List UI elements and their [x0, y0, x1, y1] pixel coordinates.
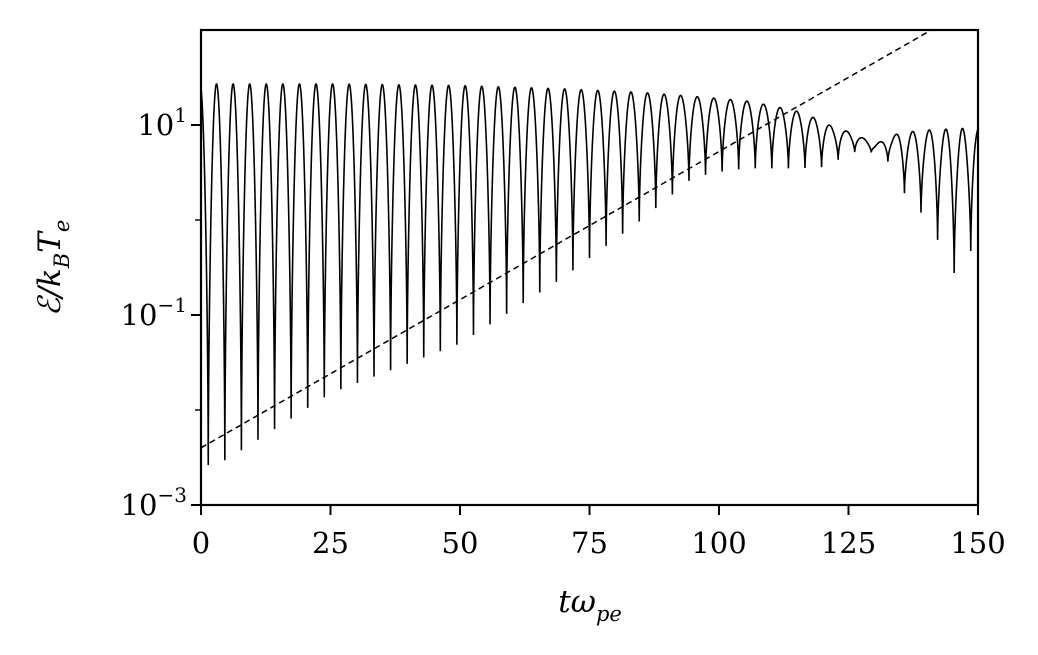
x-tick-label: 25	[312, 526, 349, 560]
y-tick-labels: 10−3 10−1 101	[121, 103, 187, 522]
growth-rate-dashed-line	[200, 29, 932, 449]
y-tick-label: 10−3	[121, 483, 187, 522]
plot-frame	[199, 28, 980, 507]
x-tick-label: 100	[691, 526, 746, 560]
x-tick-label: 0	[192, 526, 210, 560]
x-tick-label: 125	[821, 526, 876, 560]
series-group	[200, 29, 979, 466]
y-tick-label: 101	[137, 103, 187, 142]
x-axis-label: tωpe	[558, 584, 622, 626]
y-tick-label: 10−1	[121, 293, 187, 332]
x-tick-label: 75	[571, 526, 608, 560]
x-tick-labels: 0 25 50 75 100 125 150	[192, 526, 1006, 560]
x-tick-label: 50	[442, 526, 479, 560]
x-tick-label: 150	[950, 526, 1005, 560]
energy-line	[200, 83, 979, 466]
ticks	[191, 124, 979, 515]
y-axis-label: ℰ/kBTe	[32, 220, 74, 317]
